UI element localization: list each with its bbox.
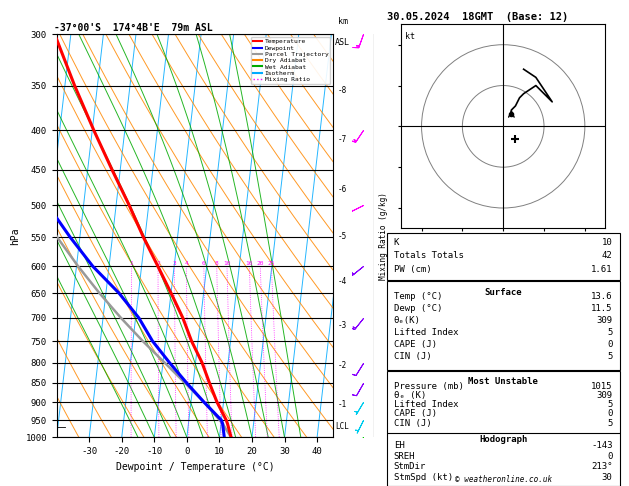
X-axis label: Dewpoint / Temperature (°C): Dewpoint / Temperature (°C) xyxy=(116,462,274,472)
Text: -3: -3 xyxy=(337,320,347,330)
Text: StmSpd (kt): StmSpd (kt) xyxy=(394,473,453,482)
Text: 5: 5 xyxy=(607,400,613,409)
Text: -2: -2 xyxy=(337,362,347,370)
Text: -143: -143 xyxy=(591,441,613,450)
Text: -8: -8 xyxy=(337,86,347,95)
Text: Hodograph: Hodograph xyxy=(479,435,527,445)
Text: Surface: Surface xyxy=(484,288,522,296)
Text: SREH: SREH xyxy=(394,451,415,461)
Text: 8: 8 xyxy=(215,261,219,266)
Text: 16: 16 xyxy=(245,261,253,266)
Text: Lifted Index: Lifted Index xyxy=(394,400,459,409)
Text: Mixing Ratio (g/kg): Mixing Ratio (g/kg) xyxy=(379,192,387,279)
Text: -5: -5 xyxy=(337,232,347,241)
Bar xyxy=(387,281,620,370)
Text: kt: kt xyxy=(405,33,415,41)
Text: 10: 10 xyxy=(602,238,613,247)
Text: 25: 25 xyxy=(268,261,275,266)
Text: 2: 2 xyxy=(156,261,160,266)
Text: © weatheronline.co.uk: © weatheronline.co.uk xyxy=(455,474,552,484)
Text: 0: 0 xyxy=(607,340,613,349)
Text: Lifted Index: Lifted Index xyxy=(394,328,459,337)
Text: PW (cm): PW (cm) xyxy=(394,265,431,274)
Text: 0: 0 xyxy=(607,451,613,461)
Text: km: km xyxy=(338,17,348,26)
Text: 11.5: 11.5 xyxy=(591,304,613,313)
Text: 309: 309 xyxy=(596,391,613,400)
Text: 1.61: 1.61 xyxy=(591,265,613,274)
Text: CIN (J): CIN (J) xyxy=(394,352,431,361)
Text: CIN (J): CIN (J) xyxy=(394,418,431,428)
Text: Temp (°C): Temp (°C) xyxy=(394,292,442,301)
Text: 5: 5 xyxy=(607,352,613,361)
Text: Pressure (mb): Pressure (mb) xyxy=(394,382,464,391)
Text: 6: 6 xyxy=(202,261,206,266)
Text: -1: -1 xyxy=(337,400,347,409)
Text: -6: -6 xyxy=(337,185,347,194)
Text: 213°: 213° xyxy=(591,462,613,471)
Text: Totals Totals: Totals Totals xyxy=(394,251,464,260)
Text: -7: -7 xyxy=(337,135,347,144)
Text: LCL: LCL xyxy=(335,422,349,431)
Text: -37°00'S  174°4B'E  79m ASL: -37°00'S 174°4B'E 79m ASL xyxy=(54,23,213,33)
Text: 20: 20 xyxy=(257,261,264,266)
Text: 30.05.2024  18GMT  (Base: 12): 30.05.2024 18GMT (Base: 12) xyxy=(387,12,568,22)
Text: 42: 42 xyxy=(602,251,613,260)
Text: 1: 1 xyxy=(130,261,133,266)
Text: Most Unstable: Most Unstable xyxy=(468,377,538,386)
Text: -4: -4 xyxy=(337,277,347,286)
Bar xyxy=(387,233,620,280)
Text: 309: 309 xyxy=(596,316,613,325)
Text: 13.6: 13.6 xyxy=(591,292,613,301)
Text: θₑ (K): θₑ (K) xyxy=(394,391,426,400)
Text: 5: 5 xyxy=(607,418,613,428)
Text: 5: 5 xyxy=(607,328,613,337)
Text: EH: EH xyxy=(394,441,404,450)
Text: K: K xyxy=(394,238,399,247)
Text: CAPE (J): CAPE (J) xyxy=(394,340,437,349)
Y-axis label: hPa: hPa xyxy=(10,227,20,244)
Text: CAPE (J): CAPE (J) xyxy=(394,409,437,418)
Text: 30: 30 xyxy=(602,473,613,482)
Text: 10: 10 xyxy=(223,261,231,266)
Bar xyxy=(387,371,620,486)
Text: 4: 4 xyxy=(184,261,188,266)
Text: 3: 3 xyxy=(172,261,176,266)
Legend: Temperature, Dewpoint, Parcel Trajectory, Dry Adiabat, Wet Adiabat, Isotherm, Mi: Temperature, Dewpoint, Parcel Trajectory… xyxy=(251,37,330,84)
Text: 0: 0 xyxy=(607,409,613,418)
Text: Dewp (°C): Dewp (°C) xyxy=(394,304,442,313)
Text: StmDir: StmDir xyxy=(394,462,426,471)
Text: θₑ(K): θₑ(K) xyxy=(394,316,421,325)
Text: 1015: 1015 xyxy=(591,382,613,391)
Text: ASL: ASL xyxy=(335,38,350,47)
